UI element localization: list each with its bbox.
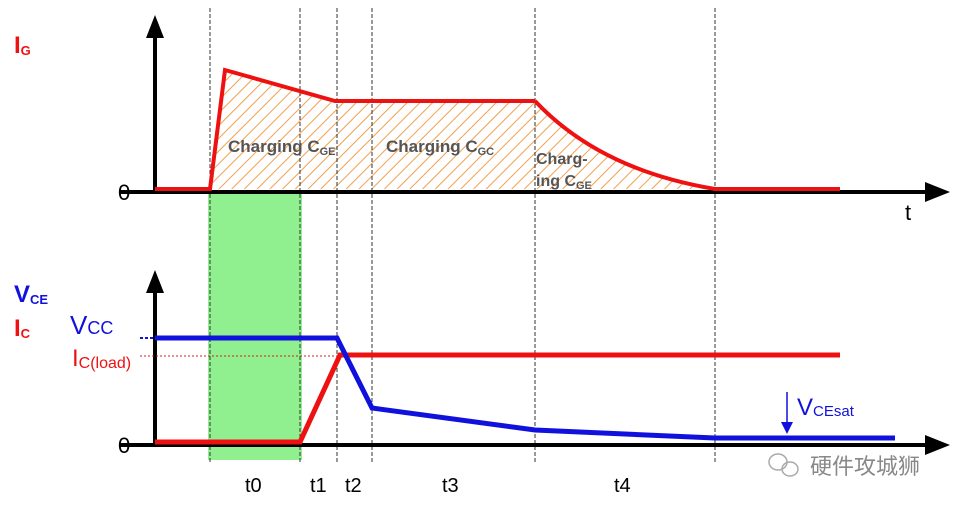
region-label-cge: Charging CGE	[228, 137, 336, 158]
region-label-cge2-line1: Charg-	[536, 151, 588, 168]
phase-label-t1: t1	[310, 475, 327, 497]
phase-label-t4: t4	[614, 475, 631, 497]
phase-boundaries	[209, 8, 716, 462]
wechat-icon	[768, 453, 799, 477]
phase-label-t0: t0	[245, 475, 262, 497]
phase-labels: t0 t1 t2 t3 t4	[245, 475, 631, 497]
icload-label: IC(load)	[72, 345, 131, 372]
phase-label-t3: t3	[442, 475, 459, 497]
vcesat-label: VCEsat	[797, 394, 855, 421]
bottom-x-arrow	[925, 435, 950, 455]
region-label-cgc: Charging CGC	[386, 137, 494, 158]
region-label-cge2-line2: ing CGE	[536, 173, 592, 192]
gate-current-curve	[155, 67, 535, 191]
top-x-arrow	[925, 182, 950, 202]
t0-phase-highlight	[208, 192, 302, 460]
gate-current-tail	[533, 99, 840, 191]
gate-charge-hatch	[210, 70, 715, 189]
bottom-y-arrow	[146, 270, 164, 293]
time-axis-label: t	[905, 200, 911, 225]
bottom-zero-label: 0	[118, 433, 130, 458]
ic-label: IC	[14, 315, 31, 342]
vcc-label: VCC	[70, 310, 113, 340]
collector-current-curve	[155, 352, 840, 445]
vce-label: VCE	[14, 281, 48, 308]
watermark-text: 硬件攻城狮	[810, 454, 920, 479]
top-y-arrow	[146, 15, 164, 38]
phase-label-t2: t2	[345, 475, 362, 497]
top-axes	[120, 35, 928, 194]
vcesat-arrowhead	[781, 422, 793, 434]
ig-label: IG	[14, 32, 31, 59]
top-zero-label: 0	[118, 180, 130, 205]
bottom-axes	[120, 290, 928, 447]
vce-curve	[155, 335, 895, 441]
